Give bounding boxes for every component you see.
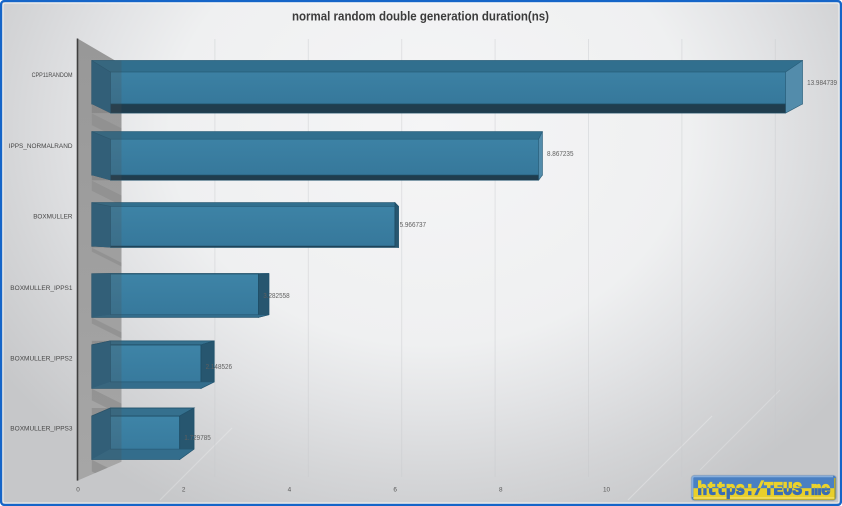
svg-text:1.729785: 1.729785 bbox=[184, 435, 211, 442]
svg-text:8.867235: 8.867235 bbox=[547, 151, 574, 158]
svg-text:BOXMULLER_IPPS2: BOXMULLER_IPPS2 bbox=[10, 355, 73, 362]
svg-text:IPPS_NORMALRAND: IPPS_NORMALRAND bbox=[9, 143, 73, 150]
svg-text:CPP11RANDOM: CPP11RANDOM bbox=[32, 72, 73, 79]
svg-text:5.966737: 5.966737 bbox=[400, 222, 427, 229]
svg-text:https:/TEUS.me: https:/TEUS.me bbox=[698, 481, 831, 501]
svg-text:0: 0 bbox=[76, 486, 80, 493]
svg-text:3.282558: 3.282558 bbox=[263, 293, 290, 300]
svg-text:13.984739: 13.984739 bbox=[807, 80, 837, 87]
svg-text:2.148526: 2.148526 bbox=[206, 364, 233, 371]
svg-text:2: 2 bbox=[182, 486, 186, 493]
svg-text:BOXMULLER: BOXMULLER bbox=[33, 214, 73, 221]
svg-text:https:/TEUS.me: https:/TEUS.me bbox=[698, 481, 831, 501]
svg-text:BOXMULLER_IPPS3: BOXMULLER_IPPS3 bbox=[10, 426, 73, 433]
svg-text:6: 6 bbox=[393, 486, 397, 493]
svg-text:normal random double generatio: normal random double generation duration… bbox=[292, 8, 549, 23]
svg-text:BOXMULLER_IPPS1: BOXMULLER_IPPS1 bbox=[10, 285, 73, 292]
svg-text:8: 8 bbox=[499, 486, 503, 493]
svg-text:4: 4 bbox=[288, 486, 292, 493]
svg-text:10: 10 bbox=[603, 486, 611, 493]
